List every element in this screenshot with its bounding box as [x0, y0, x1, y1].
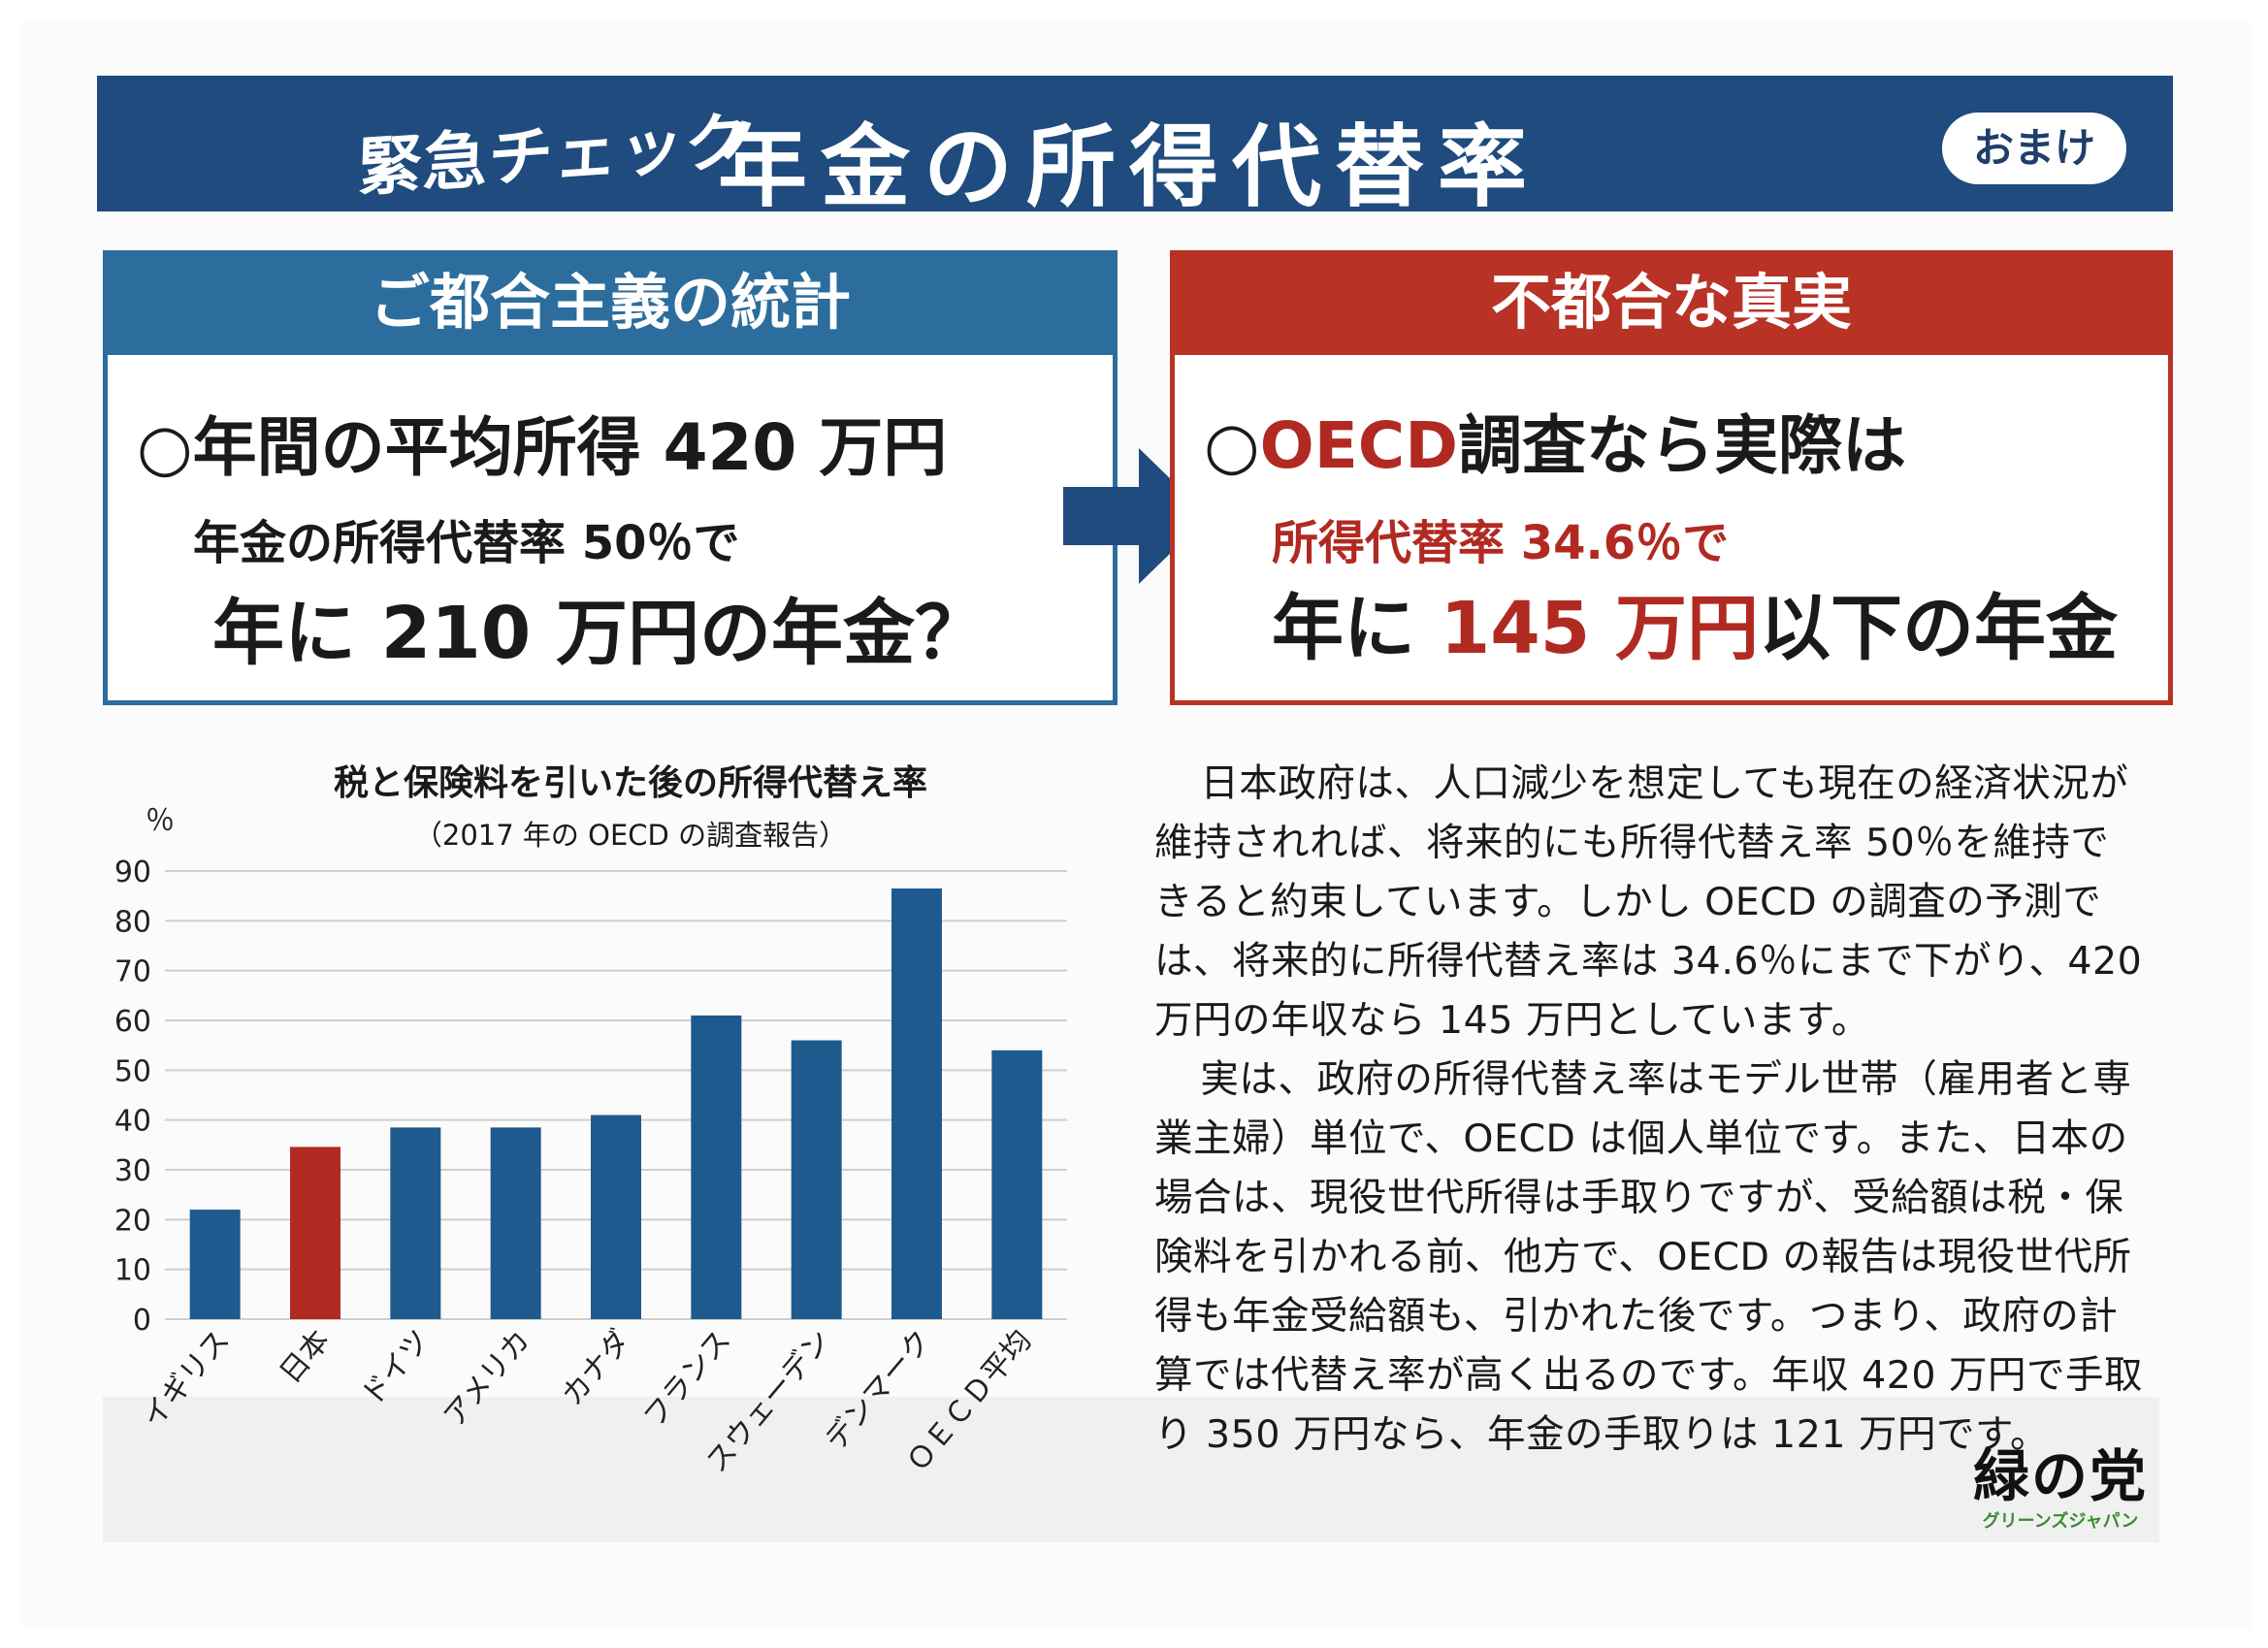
y-tick-label: 90 [114, 856, 151, 889]
chart-title: 税と保険料を引いた後の所得代替え率 [333, 763, 927, 803]
x-tick-label: イギリス [136, 1324, 237, 1435]
header-banner: 緊急チェック 年金の所得代替率 おまけ [97, 76, 2173, 219]
oecd-survey-line: ○OECD調査なら実際は [1204, 394, 1906, 487]
explanation-text: 日本政府は、人口減少を想定しても現在の経済状況が維持されれば、将来的にも所得代替… [1154, 755, 2144, 1465]
y-tick-label: 10 [114, 1254, 151, 1288]
explanation-paragraph-1: 日本政府は、人口減少を想定しても現在の経済状況が維持されれば、将来的にも所得代替… [1154, 761, 2143, 1043]
logo-text: 緑の党 [1973, 1443, 2149, 1509]
replacement-rate-bar-chart: ％ 0 10 20 30 40 50 60 70 80 90 イギリス 日本 ドイツ アメリカ カナダ フラ… [114, 804, 1067, 1474]
oecd-survey-rest: 調査なら実際は [1458, 408, 1907, 483]
or-less-label: 以下の年金 [1759, 587, 2118, 670]
bar-8 [991, 1050, 1043, 1319]
per-year-label: 年に [1272, 587, 1415, 670]
bar-2 [390, 1127, 441, 1319]
bar-3 [490, 1127, 541, 1319]
x-tick-label: アメリカ [437, 1324, 537, 1434]
convenient-statistics-panel: ご都合主義の統計 ○年間の平均所得 420 万円 年金の所得代替率 50％で 年… [103, 250, 1118, 705]
y-tick-label: 20 [114, 1204, 151, 1238]
pension-amount-line: 年に 210 万円の年金？ [212, 592, 987, 675]
logo-subtext: グリーンズジャパン [1982, 1511, 2139, 1532]
y-tick-label: 30 [114, 1154, 151, 1188]
bar-4 [591, 1115, 641, 1319]
y-tick-label: 70 [114, 955, 151, 989]
actual-pension-amount: 145 万円 [1440, 587, 1759, 670]
green-party-logo: 緑の党 グリーンズジャパン [1973, 1445, 2148, 1533]
x-tick-label: 日本 [274, 1324, 337, 1390]
x-tick-label: カナダ [555, 1324, 637, 1412]
y-tick-label: 60 [114, 1005, 151, 1039]
y-axis-unit-label: ％ [146, 804, 175, 838]
circle-mark: ○ [1204, 408, 1260, 483]
replacement-rate-line: 年金の所得代替率 50％で [193, 516, 740, 570]
urgent-check-label: 緊急チェック [356, 104, 752, 206]
y-tick-label: 50 [114, 1054, 151, 1088]
bar-6 [791, 1040, 842, 1319]
actual-pension-line: 年に 145 万円以下の年金 [1272, 570, 2118, 674]
inconvenient-truth-panel: 不都合な真実 ○OECD調査なら実際は 所得代替率 34.6％で 年に 145 … [1170, 250, 2173, 705]
y-tick-label: 40 [114, 1105, 151, 1139]
bonus-badge: おまけ [1942, 113, 2126, 184]
page-title: 年金の所得代替率 [718, 115, 1541, 219]
explanation-paragraph-2: 実は、政府の所得代替え率はモデル世帯（雇用者と専業主婦）単位で、OECD は個人… [1154, 1057, 2144, 1457]
x-tick-label: ドイツ [355, 1324, 437, 1412]
x-tick-label: フランス [637, 1324, 738, 1435]
inconvenient-truth-heading: 不都合な真実 [1170, 250, 2173, 355]
actual-replacement-rate-line: 所得代替率 34.6％で [1272, 516, 1730, 570]
convenient-statistics-heading: ご都合主義の統計 [103, 250, 1118, 355]
oecd-label: OECD [1259, 408, 1459, 483]
bar-5 [691, 1015, 742, 1319]
y-tick-label: 80 [114, 905, 151, 939]
chart-subtitle: （2017 年の OECD の調査報告） [413, 819, 848, 852]
bar-0 [189, 1210, 241, 1319]
bar-1 [290, 1147, 340, 1319]
y-tick-label: 0 [133, 1304, 151, 1338]
average-income-line: ○年間の平均所得 420 万円 [137, 410, 948, 485]
faded-background-band [103, 1397, 2159, 1542]
bar-7 [891, 888, 942, 1319]
